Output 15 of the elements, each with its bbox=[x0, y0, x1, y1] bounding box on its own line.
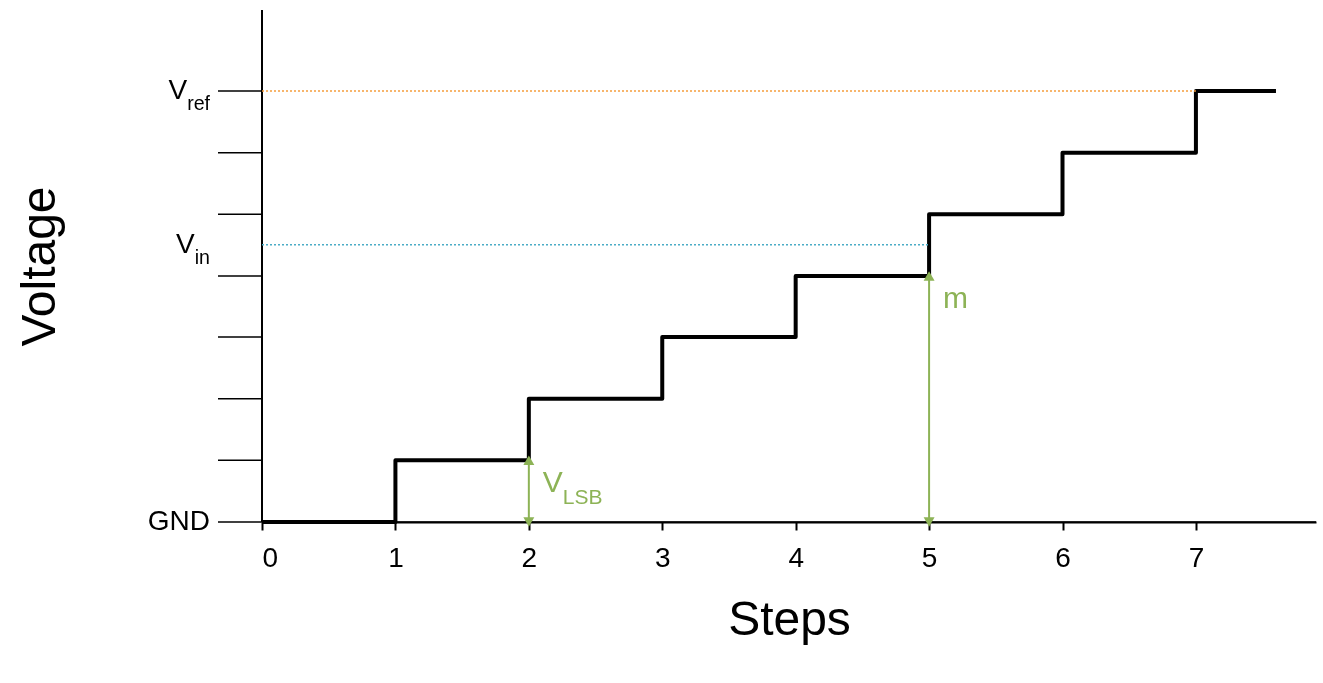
x-tick-label: 1 bbox=[388, 541, 404, 573]
x-tick-label: 5 bbox=[921, 541, 938, 573]
x-tick-label: 0 bbox=[262, 541, 279, 573]
x-tick-label: 2 bbox=[521, 541, 538, 573]
annotation: V$_{LSB}$ bbox=[542, 465, 603, 508]
x-axis-title: Steps bbox=[728, 591, 851, 645]
ref-line-label: V$_{in}$ bbox=[176, 227, 210, 268]
x-tick-label: 7 bbox=[1188, 541, 1205, 573]
x-tick-label: 4 bbox=[788, 541, 804, 573]
y-axis-title: Voltage bbox=[11, 186, 65, 347]
x-tick-label: 3 bbox=[654, 541, 671, 573]
ref-line-label: V$_{ref}$ bbox=[168, 74, 211, 114]
ref-line-label: GND bbox=[147, 505, 210, 536]
annotation: m bbox=[943, 280, 969, 314]
x-tick-label: 6 bbox=[1055, 541, 1071, 573]
